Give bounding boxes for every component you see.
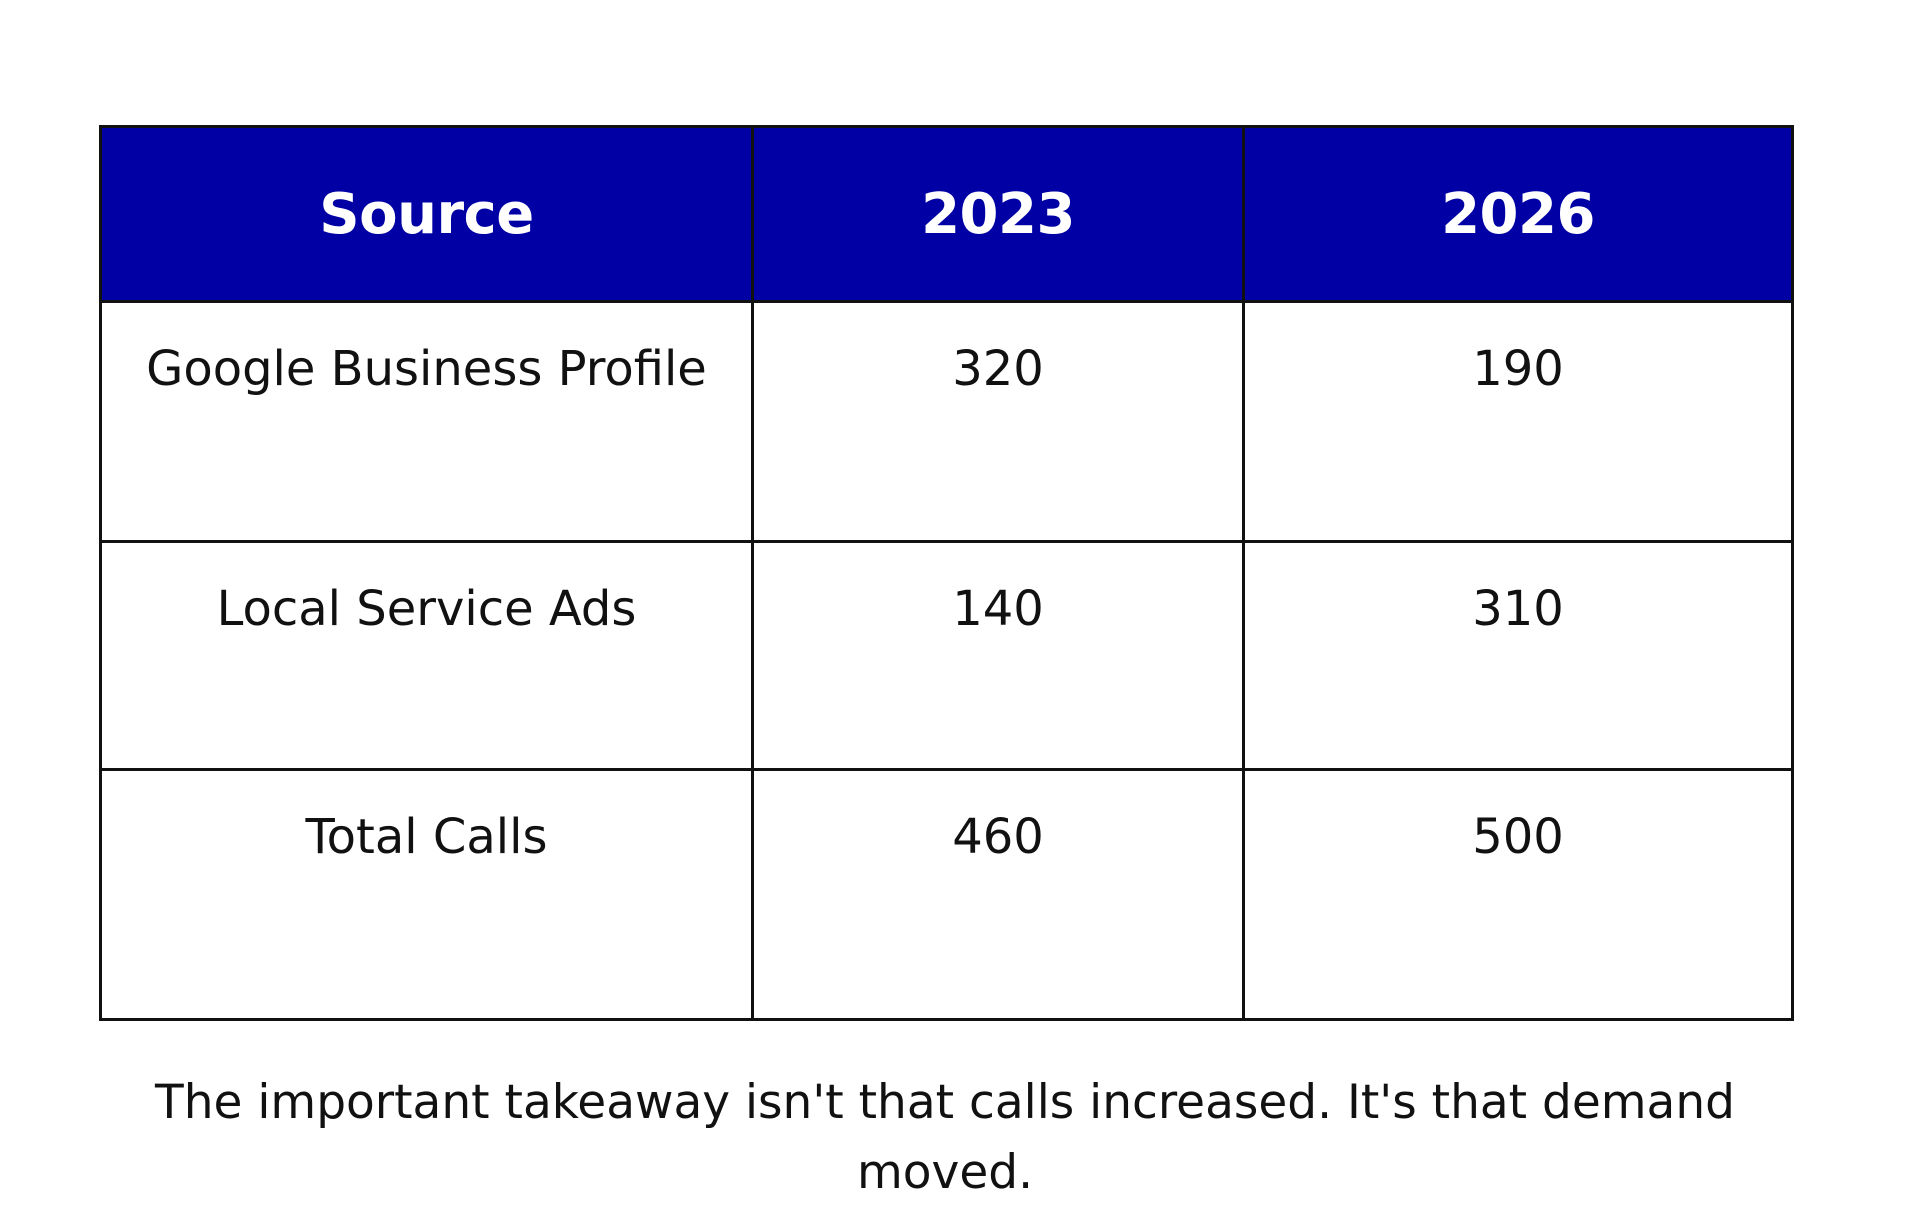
cell-source: Google Business Profile [99,300,754,543]
table-row: Google Business Profile 320 190 [99,300,1794,543]
cell-value-2023: 140 [751,540,1245,771]
cell-source: Local Service Ads [99,540,754,771]
header-year-2023: 2023 [751,125,1245,303]
cell-value-2023: 460 [751,768,1245,1021]
table-row: Local Service Ads 140 310 [99,540,1794,771]
header-year-2026: 2026 [1242,125,1794,303]
header-source: Source [99,125,754,303]
cell-value-2026: 310 [1242,540,1794,771]
cell-value-2026: 190 [1242,300,1794,543]
calls-comparison-table: Source 2023 2026 Google Business Profile… [99,125,1794,1021]
caption-text: The important takeaway isn't that calls … [155,1075,1735,1200]
table-row: Total Calls 460 500 [99,768,1794,1021]
cell-value-2026: 500 [1242,768,1794,1021]
cell-source: Total Calls [99,768,754,1021]
cell-value-2023: 320 [751,300,1245,543]
header-row: Source 2023 2026 [99,125,1794,303]
